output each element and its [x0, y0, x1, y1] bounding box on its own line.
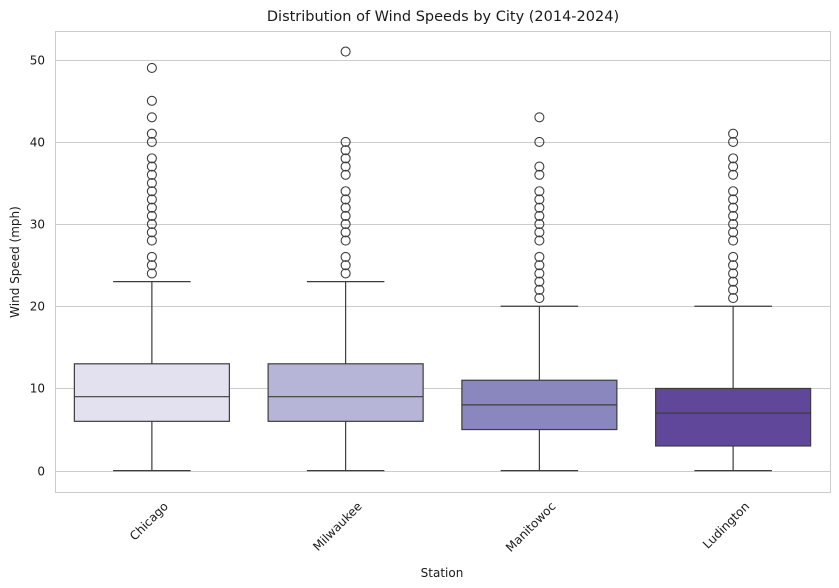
box-iqr — [73, 363, 230, 422]
x-axis-label: Station — [421, 566, 464, 580]
y-tick-20: 20 — [30, 300, 45, 314]
outlier-point — [340, 219, 351, 230]
outlier-point — [146, 177, 157, 189]
outlier-point — [728, 284, 739, 295]
x-tick-milwaukee: Milwaukee — [310, 499, 365, 554]
outlier-point — [534, 293, 545, 304]
outlier-point — [728, 161, 739, 172]
outlier-point — [534, 260, 545, 271]
outlier-point — [340, 153, 351, 164]
outlier-point — [146, 268, 157, 279]
boxes-layer — [73, 46, 812, 472]
outlier-point — [728, 276, 739, 287]
x-tick-chicago: Chicago — [127, 499, 171, 543]
box-ludington — [655, 128, 812, 472]
outlier-point — [534, 202, 545, 213]
box-milwaukee — [267, 46, 424, 472]
y-axis-label: Wind Speed (mph) — [8, 206, 22, 318]
outlier-point — [340, 46, 351, 57]
outlier-point — [146, 136, 157, 147]
outlier-point — [534, 194, 545, 205]
plot-frame — [55, 31, 831, 493]
outlier-point — [340, 169, 351, 180]
y-tick-10: 10 — [30, 382, 45, 396]
outlier-point — [728, 202, 739, 213]
outlier-point — [534, 136, 545, 147]
y-tick-0: 0 — [37, 465, 45, 479]
outlier-point — [146, 251, 157, 263]
outlier-point — [146, 95, 157, 106]
outlier-point — [534, 235, 545, 246]
outlier-point — [728, 227, 739, 238]
outlier-point — [534, 227, 545, 238]
outlier-point — [340, 235, 351, 246]
outlier-point — [728, 186, 739, 197]
outlier-point — [728, 260, 739, 271]
outlier-point — [728, 235, 739, 246]
outlier-point — [728, 136, 739, 147]
outlier-point — [534, 219, 545, 230]
outlier-point — [728, 169, 739, 180]
y-tick-labels: 0 10 20 30 40 50 — [30, 54, 45, 479]
outlier-point — [146, 235, 157, 246]
box-iqr — [655, 387, 812, 447]
outlier-point — [728, 153, 739, 164]
outlier-point — [534, 169, 545, 180]
box-chicago — [73, 62, 230, 472]
outlier-point — [340, 136, 351, 147]
outlier-point — [340, 260, 351, 271]
outlier-point — [146, 62, 157, 74]
outlier-point — [728, 219, 739, 230]
outlier-point — [728, 268, 739, 279]
outlier-point — [534, 284, 545, 295]
outlier-point — [146, 186, 157, 197]
outlier-point — [534, 210, 545, 221]
outlier-point — [728, 128, 739, 139]
outlier-point — [728, 251, 739, 263]
outlier-point — [146, 112, 157, 123]
outlier-point — [340, 210, 351, 221]
outlier-point — [340, 161, 351, 172]
outlier-point — [146, 169, 157, 180]
x-tick-manitowoc: Manitowoc — [503, 499, 558, 554]
outlier-point — [146, 161, 157, 172]
outlier-point — [146, 202, 157, 213]
outlier-point — [534, 268, 545, 279]
x-tick-ludington: Ludington — [700, 499, 752, 551]
outlier-point — [728, 194, 739, 205]
outlier-point — [728, 210, 739, 221]
outlier-point — [340, 186, 351, 197]
y-tick-40: 40 — [30, 136, 45, 150]
outlier-point — [146, 219, 157, 230]
outlier-point — [146, 260, 157, 271]
outlier-point — [534, 112, 545, 123]
y-tick-30: 30 — [30, 218, 45, 232]
outlier-point — [146, 227, 157, 238]
outlier-point — [340, 202, 351, 213]
outlier-point — [340, 268, 351, 279]
box-manitowoc — [461, 112, 618, 472]
chart-title: Distribution of Wind Speeds by City (201… — [267, 9, 619, 25]
outlier-point — [146, 128, 157, 139]
outlier-point — [534, 276, 545, 287]
outlier-point — [340, 227, 351, 238]
outlier-point — [534, 186, 545, 197]
outlier-point — [534, 161, 545, 172]
y-tick-50: 50 — [30, 54, 45, 68]
x-tick-labels: Chicago Milwaukee Manitowoc Ludington — [127, 499, 752, 554]
outlier-point — [146, 210, 157, 221]
outlier-point — [340, 194, 351, 205]
outlier-point — [534, 251, 545, 263]
outlier-point — [340, 251, 351, 263]
outlier-point — [146, 153, 157, 164]
outlier-point — [340, 145, 351, 156]
outlier-point — [728, 293, 739, 304]
box-iqr — [267, 363, 424, 422]
outlier-point — [146, 194, 157, 205]
